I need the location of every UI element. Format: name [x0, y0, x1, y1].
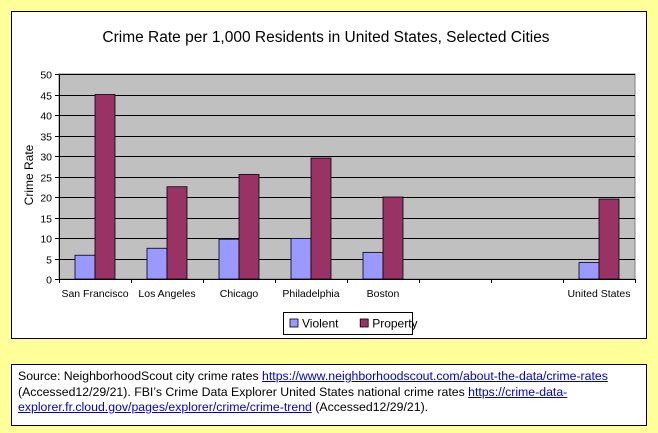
bar-violent	[362, 251, 384, 280]
plot-area: 0 5 10 15 20 25 30 35 40 45 50 San Francisco Los Ang…	[40, 70, 636, 300]
y-tick-label: 5	[46, 255, 52, 267]
legend-box	[283, 312, 413, 335]
bar-violent	[218, 238, 240, 280]
bar-property	[598, 198, 620, 280]
neighborhoodscout-link[interactable]: https://www.neighborhoodscout.com/about-…	[262, 369, 608, 383]
legend-swatch-violent	[289, 318, 299, 328]
y-tick-label: 25	[40, 173, 52, 185]
y-tick-label: 45	[40, 91, 52, 103]
y-tick-label: 0	[46, 275, 52, 287]
bar-property	[166, 186, 188, 280]
source-note: Source: NeighborhoodScout city crime rat…	[11, 364, 647, 426]
y-tick-label: 40	[40, 111, 52, 123]
y-tick-label: 20	[40, 193, 52, 205]
bar-property	[238, 174, 260, 280]
legend-label-violent: Violent	[302, 317, 339, 331]
source-prefix: Source: NeighborhoodScout city crime rat…	[18, 369, 263, 383]
crime-data-explorer-link[interactable]: https://crime-data-explorer.fr.cloud.gov…	[18, 384, 568, 415]
y-tick-label: 35	[40, 132, 52, 144]
legend-label-property: Property	[372, 317, 417, 331]
y-tick-label: 10	[40, 234, 52, 246]
crime-rate-chart: Crime Rate per 1,000 Residents in United…	[22, 29, 636, 335]
x-tick-label: United States	[567, 288, 630, 300]
legend: Violent Property	[283, 312, 418, 335]
bar-violent	[578, 262, 600, 280]
x-tick-label: Chicago	[220, 288, 259, 300]
bar-property	[94, 94, 116, 280]
y-tick-label: 30	[40, 152, 52, 164]
plot-background	[58, 73, 636, 280]
bar-violent	[146, 247, 168, 280]
y-axis-label: Crime Rate	[22, 144, 36, 205]
source-middle: (Accessed12/29/21). FBI’s Crime Data Exp…	[18, 384, 469, 399]
x-tick-label: Philadelphia	[282, 288, 339, 300]
x-tick-label: San Francisco	[61, 288, 128, 300]
bar-violent	[290, 238, 312, 280]
bar-violent	[74, 254, 96, 280]
source-suffix: (Accessed12/29/21).	[311, 400, 429, 414]
chart-title: Crime Rate per 1,000 Residents in United…	[102, 29, 549, 46]
y-tick-label: 15	[40, 214, 52, 226]
y-tick-label: 50	[40, 70, 52, 82]
legend-swatch-property	[359, 318, 369, 328]
x-tick-label: Boston	[367, 288, 400, 300]
x-tick-label: Los Angeles	[138, 288, 195, 300]
chart-panel: Crime Rate per 1,000 Residents in United…	[11, 11, 647, 339]
bar-property	[310, 157, 332, 280]
bar-property	[382, 196, 404, 280]
